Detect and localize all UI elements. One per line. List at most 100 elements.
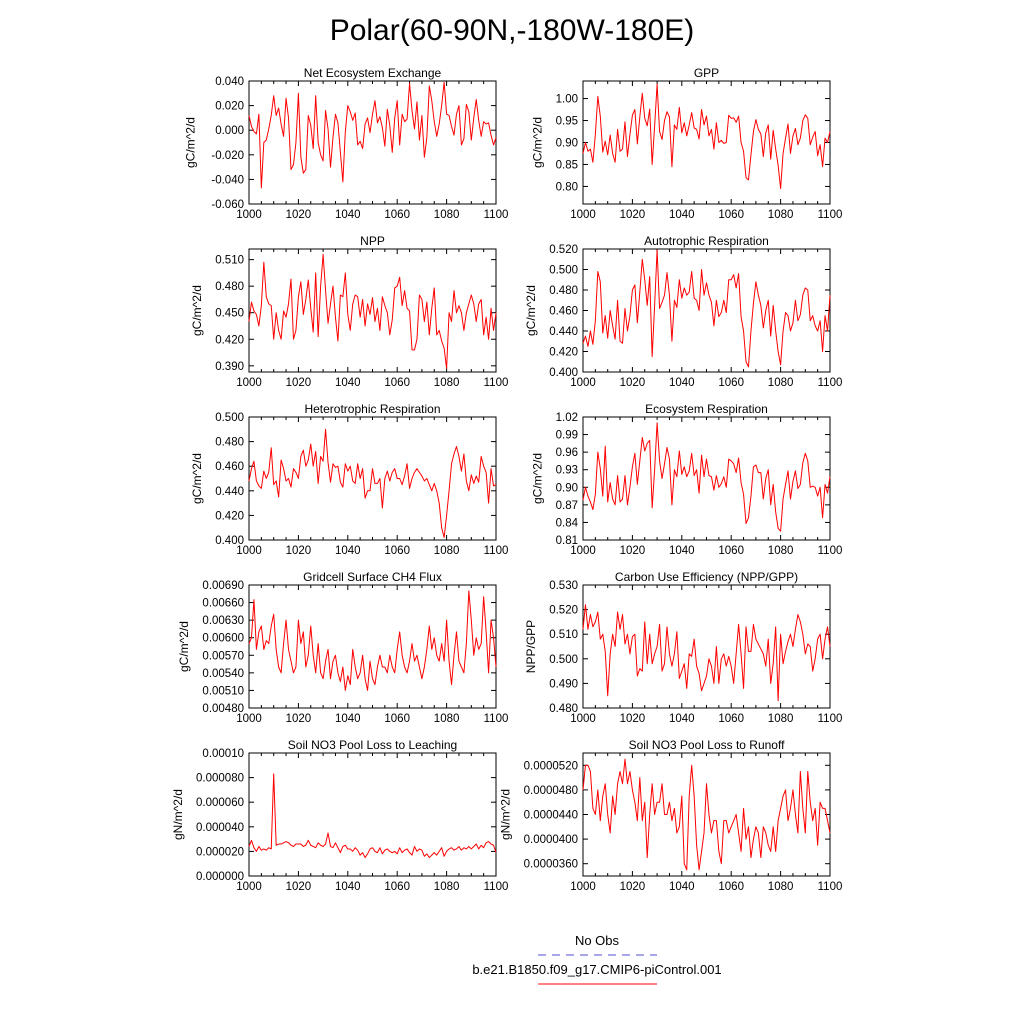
panel-title-soil-no3-pool-loss-to-runoff: Soil NO3 Pool Loss to Runoff (629, 738, 786, 752)
y-tick-label: 0.00010 (202, 748, 244, 760)
y-tick-label: 0.85 (556, 159, 578, 171)
y-tick-label: 0.96 (556, 447, 578, 459)
x-tick-label: 1040 (335, 209, 361, 221)
plot-frame (582, 248, 831, 373)
x-tick-label: 1040 (669, 881, 695, 893)
y-tick-label: 0.520 (549, 605, 578, 617)
y-tick-label: 0.400 (215, 535, 244, 547)
y-tick-label: 1.02 (556, 412, 578, 424)
x-tick-label: 1080 (768, 545, 794, 557)
y-axis-label: gN/m^2/d (171, 789, 185, 840)
x-tick-label: 1060 (718, 545, 744, 557)
x-tick-label: 1060 (718, 377, 744, 389)
panel-gpp: GPP 0.80 0.85 0.90 0.95 1.00 1000 1020 1040 1060 1… (530, 66, 842, 221)
y-tick-label: -0.020 (211, 150, 244, 162)
series-line-autotrophic-respiration (582, 249, 831, 368)
x-tick-label: 1080 (434, 545, 460, 557)
y-tick-label: 0.420 (215, 334, 244, 346)
series-line-carbon-use-efficiency-npp-gpp (582, 604, 831, 702)
x-tick-label: 1060 (384, 209, 410, 221)
y-tick-label: 0.93 (556, 465, 578, 477)
x-tick-label: 1040 (335, 713, 361, 725)
y-axis-label: gN/m^2/d (498, 789, 512, 840)
panel-ecosystem-respiration: Ecosystem Respiration 0.81 0.84 0.87 0.90 0.9… (530, 402, 842, 557)
y-axis-label: gC/m^2/d (184, 117, 198, 168)
x-tick-label: 1080 (434, 713, 460, 725)
x-tick-label: 1100 (484, 713, 509, 725)
x-tick-label: 1060 (718, 881, 744, 893)
x-tick-label: 1040 (669, 377, 695, 389)
x-tick-label: 1080 (768, 713, 794, 725)
y-tick-label: 0.440 (549, 326, 578, 338)
x-tick-label: 1040 (335, 377, 361, 389)
plot-frame (248, 584, 497, 709)
x-tick-label: 1020 (620, 881, 646, 893)
x-tick-label: 1000 (570, 545, 596, 557)
y-tick-label: 0.0000480 (524, 785, 578, 797)
y-tick-label: 0.480 (215, 437, 244, 449)
panel-title-net-ecosystem-exchange: Net Ecosystem Exchange (304, 66, 442, 80)
panel-grid: Net Ecosystem Exchange -0.060 -0.040 -0.020… (171, 66, 843, 893)
x-tick-label: 1100 (818, 209, 843, 221)
x-tick-label: 1060 (384, 881, 410, 893)
y-tick-label: 0.420 (215, 510, 244, 522)
panel-net-ecosystem-exchange: Net Ecosystem Exchange -0.060 -0.040 -0.020… (184, 66, 509, 221)
series-line-ecosystem-respiration (582, 422, 831, 532)
y-tick-label: 0.420 (549, 347, 578, 359)
y-tick-label: 0.520 (549, 244, 578, 256)
y-tick-label: 0.00540 (202, 668, 244, 680)
x-tick-label: 1000 (236, 377, 262, 389)
panel-autotrophic-respiration: Autotrophic Respiration 0.400 0.420 0.440 0.… (524, 234, 842, 389)
x-tick-label: 1080 (768, 209, 794, 221)
y-tick-label: 0.000040 (196, 822, 244, 834)
x-tick-label: 1020 (286, 377, 312, 389)
y-axis-label: NPP/GPP (524, 620, 538, 673)
x-tick-label: 1060 (384, 377, 410, 389)
y-tick-label: 0.000060 (196, 797, 244, 809)
y-tick-label: 0.500 (549, 654, 578, 666)
x-tick-label: 1040 (669, 209, 695, 221)
y-tick-label: 0.00480 (202, 703, 244, 715)
figure-title: Polar(60-90N,-180W-180E) (330, 14, 695, 47)
y-tick-label: 0.480 (215, 281, 244, 293)
x-tick-label: 1060 (384, 713, 410, 725)
y-tick-label: 0.0000440 (524, 810, 578, 822)
x-tick-label: 1100 (484, 545, 509, 557)
y-tick-label: 0.390 (215, 361, 244, 373)
x-tick-label: 1000 (236, 881, 262, 893)
series-line-soil-no3-pool-loss-to-leaching (248, 773, 497, 859)
y-tick-label: 0.480 (549, 703, 578, 715)
y-tick-label: 0.0000520 (524, 760, 578, 772)
panel-soil-no3-pool-loss-to-runoff: Soil NO3 Pool Loss to Runoff 0.0000360 0.0… (498, 738, 842, 893)
legend: No Obs b.e21.B1850.f09_g17.CMIP6-piContr… (472, 933, 722, 985)
y-tick-label: 0.00630 (202, 615, 244, 627)
y-tick-label: 0.020 (215, 101, 244, 113)
x-tick-label: 1080 (768, 881, 794, 893)
y-tick-label: 0.510 (215, 255, 244, 267)
series-line-gpp (582, 83, 831, 190)
panel-gridcell-surface-ch4-flux: Gridcell Surface CH4 Flux 0.00480 0.00510 0… (177, 570, 508, 725)
y-tick-label: 0.500 (215, 412, 244, 424)
x-tick-label: 1100 (818, 545, 843, 557)
y-tick-label: -0.040 (211, 174, 244, 186)
y-tick-label: 0.440 (215, 486, 244, 498)
x-tick-label: 1100 (818, 881, 843, 893)
y-tick-label: 0.90 (556, 482, 578, 494)
x-tick-label: 1040 (669, 713, 695, 725)
panel-title-heterotrophic-respiration: Heterotrophic Respiration (304, 402, 440, 416)
x-tick-label: 1020 (620, 713, 646, 725)
x-tick-label: 1000 (236, 713, 262, 725)
x-tick-label: 1060 (718, 209, 744, 221)
x-tick-label: 1000 (570, 377, 596, 389)
y-tick-label: -0.060 (211, 199, 244, 211)
y-tick-label: 0.000020 (196, 846, 244, 858)
x-tick-label: 1020 (286, 881, 312, 893)
y-tick-label: 0.040 (215, 76, 244, 88)
plot-frame (582, 80, 831, 205)
x-tick-label: 1060 (384, 545, 410, 557)
y-tick-label: 0.00570 (202, 650, 244, 662)
x-tick-label: 1020 (286, 713, 312, 725)
y-axis-label: gC/m^2/d (190, 453, 204, 504)
y-tick-label: 0.81 (556, 535, 578, 547)
x-tick-label: 1040 (335, 545, 361, 557)
